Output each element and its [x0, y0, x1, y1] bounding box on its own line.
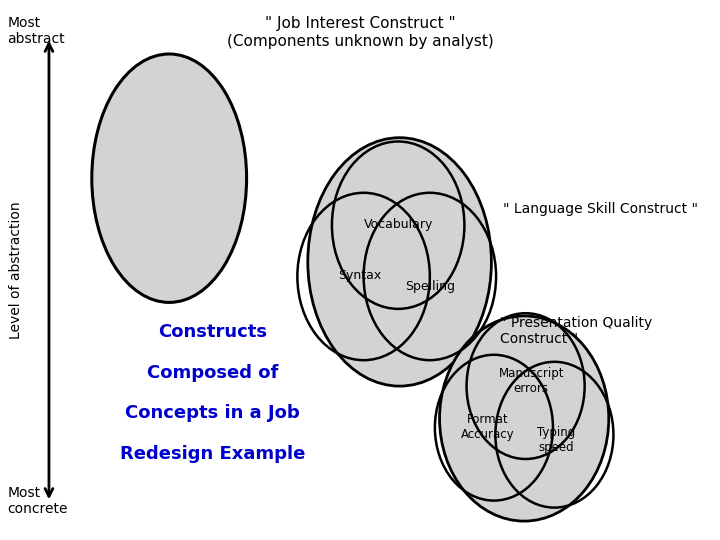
Text: Syntax: Syntax — [338, 269, 382, 282]
Ellipse shape — [439, 316, 609, 521]
Text: Typing
speed: Typing speed — [536, 426, 575, 454]
Text: Redesign Example: Redesign Example — [120, 444, 305, 463]
Ellipse shape — [308, 138, 492, 386]
Text: Constructs: Constructs — [158, 323, 267, 341]
Text: Most
concrete: Most concrete — [7, 486, 68, 516]
Text: " Language Skill Construct ": " Language Skill Construct " — [503, 202, 698, 217]
Text: Spelling: Spelling — [405, 280, 455, 293]
Text: Most
abstract: Most abstract — [7, 16, 65, 46]
Text: Composed of: Composed of — [147, 363, 278, 382]
Text: " Presentation Quality
Construct ": " Presentation Quality Construct " — [500, 316, 652, 346]
Text: Manuscript
errors: Manuscript errors — [499, 367, 564, 395]
Text: Vocabulary: Vocabulary — [364, 218, 433, 231]
Text: " Job Interest Construct "
(Components unknown by analyst): " Job Interest Construct " (Components u… — [227, 16, 493, 49]
Text: Level of abstraction: Level of abstraction — [9, 201, 23, 339]
Text: Concepts in a Job: Concepts in a Job — [125, 404, 300, 422]
Ellipse shape — [91, 54, 246, 302]
Text: Format
Accuracy: Format Accuracy — [461, 413, 514, 441]
